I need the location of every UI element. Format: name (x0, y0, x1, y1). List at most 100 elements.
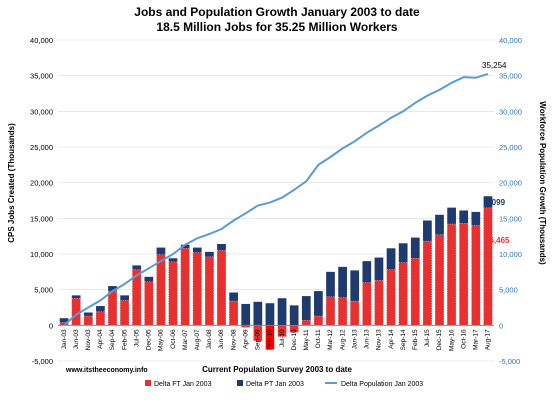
legend-item-1: Delta FT Jan 2003 (145, 380, 212, 388)
legend-label: Delta FT Jan 2003 (154, 381, 212, 388)
bar-ft-Jul-10 (277, 325, 287, 337)
x-tick-label: Mar-17 (473, 329, 480, 350)
legend-swatch (237, 380, 243, 386)
y-tick-label: -5,000 (32, 357, 53, 366)
legend-label: Delta PT Jan 2003 (246, 381, 304, 388)
x-tick-label: Jun-03 (73, 329, 80, 349)
x-tick-label: May-06 (158, 329, 165, 351)
lines (63, 72, 489, 327)
x-tick-label: May-11 (303, 329, 310, 351)
y2-tick-label: 0 (499, 321, 503, 330)
x-axis-label: Current Population Survey 2003 to date (202, 365, 352, 374)
bar-ft-Oct-11 (313, 315, 323, 326)
annotation-pt: 2,099 (485, 198, 506, 207)
y-tick-label: 25,000 (30, 143, 53, 152)
bar-ft-Dec-05 (144, 281, 154, 326)
legend-item-2: Delta PT Jan 2003 (237, 380, 304, 388)
x-tick-label: Sep-14 (400, 329, 407, 350)
y2-tick-label: 40,000 (499, 36, 522, 45)
axes: -5,000 -5,000 0 0 5,000 5,000 10,000 10,000 15,0… (30, 36, 522, 366)
chart-subtitle: 18.5 Million Jobs for 35.25 Million Work… (156, 20, 398, 34)
x-tick-label: Oct-11 (315, 329, 322, 348)
bar-ft-Mar-12 (325, 296, 336, 326)
bar-ft-May-11 (301, 320, 311, 326)
bar-ft-Dec-10 (289, 325, 299, 333)
x-tick-label: Jul-05 (133, 329, 140, 347)
y2-tick-label: -5,000 (499, 357, 520, 366)
bar-ft-Aug-07 (192, 252, 202, 326)
legend-label: Delta Population Jan 2003 (341, 381, 423, 388)
bar-pt-Sep-09 (253, 301, 263, 326)
x-tick-label: Apr-09 (242, 329, 249, 349)
annotation-ft: 16,465 (485, 236, 510, 245)
y-tick-label: 20,000 (30, 179, 53, 188)
bar-ft-Jun-08 (216, 250, 227, 326)
bar-ft-Sep-09 (253, 325, 263, 342)
line-population (63, 72, 489, 327)
bar-ft-Jan-03 (59, 322, 69, 326)
y2-tick-label: 10,000 (499, 250, 522, 259)
y2-tick-label: 5,000 (499, 286, 518, 295)
bar-pt-Jul-10 (277, 298, 287, 326)
x-tick-label: Aug-12 (339, 329, 346, 350)
bar-ft-Jan-08 (204, 256, 214, 326)
x-tick-label: Jul-10 (279, 329, 286, 347)
x-tick-label: Jan-03 (61, 329, 68, 349)
x-tick-label: Nov-03 (85, 329, 92, 350)
bar-pt-Feb-10 (265, 303, 275, 326)
y-tick-label: 0 (49, 321, 53, 330)
bar-ft-Nov-03 (83, 315, 93, 326)
bar-ft-May-16 (447, 223, 457, 326)
bar-ft-Jan-13 (350, 300, 360, 326)
bar-ft-Aug-17 (483, 207, 493, 326)
y2-tick-label: 15,000 (499, 214, 522, 223)
x-tick-label: Mar-07 (182, 329, 189, 350)
bar-ft-Feb-05 (120, 300, 130, 326)
x-tick-label: Jun-08 (218, 329, 225, 349)
bar-ft-Jul-15 (422, 240, 432, 326)
y-tick-label: 5,000 (34, 286, 53, 295)
y2-tick-label: 30,000 (499, 107, 522, 116)
x-tick-label: Mar-12 (327, 329, 334, 350)
bar-pt-Jan-03 (59, 318, 69, 326)
bar-ft-Sep-04 (107, 290, 118, 326)
x-tick-label: Sep-09 (255, 329, 262, 350)
x-tick-label: Feb-10 (267, 329, 274, 350)
y2-tick-label: 20,000 (499, 179, 522, 188)
bar-pt-Jan-13 (350, 270, 360, 326)
bar-ft-Feb-15 (410, 258, 420, 326)
bar-ft-Oct-06 (168, 261, 178, 326)
y2-tick-label: 35,000 (499, 72, 522, 81)
bar-ft-Mar-07 (180, 248, 190, 326)
y-axis-label: CPS Jobs Created (Thousands) (7, 123, 16, 243)
x-tick-label: Jul-15 (424, 329, 431, 347)
bar-ft-Jun-13 (362, 282, 372, 326)
legend-item-3: Delta Population Jan 2003 (325, 381, 423, 388)
x-tick-label: Feb-05 (121, 329, 128, 350)
y-tick-label: 10,000 (30, 250, 53, 259)
y-tick-label: 30,000 (30, 107, 53, 116)
x-tick-label: Jan-13 (351, 329, 358, 349)
legend-swatch (145, 380, 151, 386)
bar-ft-Feb-10 (265, 325, 275, 350)
bar-pt-Aug-12 (338, 266, 347, 326)
x-tick-label: Nov-13 (376, 329, 383, 350)
chart-title: Jobs and Population Growth January 2003 … (134, 5, 420, 19)
annotation-population: 35,254 (482, 61, 507, 70)
source-text: www.itstheeconomy.info (65, 367, 148, 374)
bar-ft-Nov-13 (374, 280, 384, 326)
x-tick-label: Feb-15 (412, 329, 419, 350)
bar-pt-May-11 (301, 296, 311, 326)
legend: Delta FT Jan 2003 Delta PT Jan 2003 Delta … (145, 380, 423, 388)
bar-ft-Dec-15 (434, 234, 445, 326)
x-tick-label: Apr-04 (97, 329, 104, 349)
bar-ft-Apr-09 (241, 325, 251, 328)
bar-pt-Dec-10 (289, 305, 299, 326)
bar-ft-Oct-16 (459, 223, 469, 326)
bar-ft-Jul-05 (132, 269, 142, 326)
x-tick-label: Jan-08 (206, 329, 213, 349)
y2-axis-label: Workforce Population Growth (Thousands) (538, 101, 547, 265)
bar-ft-Sep-14 (398, 262, 408, 326)
